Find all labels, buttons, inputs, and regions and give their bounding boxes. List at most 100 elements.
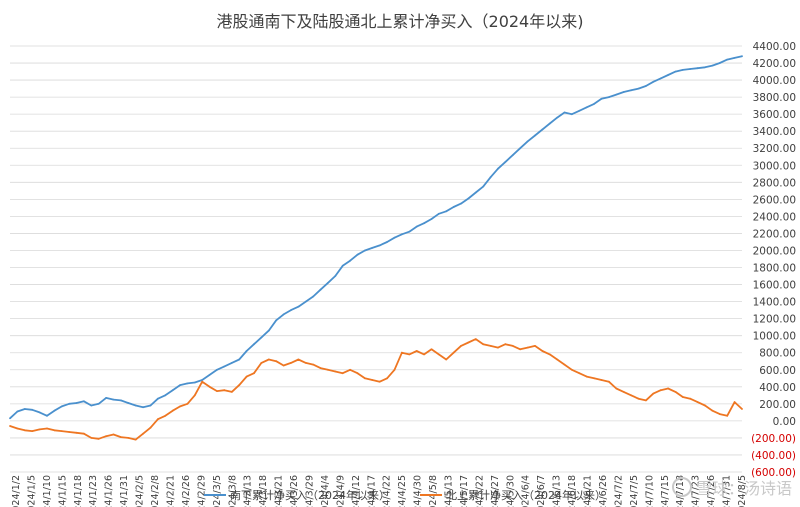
x-tick-label: 2024/7/2 (613, 475, 624, 507)
data-point-south (90, 404, 93, 407)
data-point-north (637, 397, 640, 400)
data-point-south (230, 362, 233, 364)
y-tick-label: (200.00) (751, 433, 796, 445)
data-point-south (53, 409, 56, 412)
data-point-north (452, 351, 455, 354)
data-point-south (401, 233, 403, 236)
data-point-south (659, 77, 662, 80)
x-tick-label: 2024/6/21 (583, 475, 594, 507)
y-tick-label: 2000.00 (753, 245, 796, 257)
data-point-south (504, 161, 507, 163)
x-tick-label: 2024/1/15 (57, 475, 68, 507)
data-point-south (282, 313, 285, 316)
data-point-south (334, 275, 337, 277)
data-point-south (548, 122, 551, 125)
data-point-south (704, 66, 706, 69)
data-point-south (267, 329, 270, 332)
data-point-north (282, 364, 285, 367)
data-point-north (689, 397, 692, 400)
data-point-north (356, 372, 359, 375)
data-point-south (38, 411, 41, 414)
data-point-north (408, 353, 411, 356)
data-point-north (467, 341, 470, 344)
data-point-south (482, 185, 485, 188)
data-point-south (142, 406, 145, 409)
data-point-south (105, 397, 107, 399)
chart-title: 港股通南下及陆股通北上累计净买入（2024年以来) (216, 12, 584, 31)
data-point-north (415, 350, 418, 352)
y-tick-label: 3600.00 (753, 109, 796, 121)
data-point-south (556, 116, 559, 119)
data-point-north (149, 426, 152, 429)
y-tick-label: 0.00 (773, 416, 796, 428)
data-point-north (364, 377, 366, 380)
x-tick-label: 2024/6/4 (521, 475, 532, 507)
data-point-south (356, 253, 359, 256)
y-tick-label: (400.00) (751, 450, 796, 462)
data-point-north (401, 351, 403, 354)
data-point-south (718, 62, 721, 64)
data-point-south (216, 368, 218, 371)
data-point-north (245, 375, 248, 378)
data-point-north (105, 435, 107, 438)
x-tick-label: 2024/1/2 (11, 475, 22, 507)
data-point-north (445, 358, 448, 361)
data-point-north (275, 360, 278, 363)
x-tick-label: 2024/3/5 (212, 475, 223, 507)
data-point-south (519, 147, 522, 150)
data-point-south (186, 382, 189, 385)
data-point-north (38, 428, 41, 431)
data-point-south (615, 93, 618, 96)
x-tick-label: 2024/3/26 (289, 475, 300, 507)
data-point-north (223, 389, 226, 392)
y-tick-label: 1400.00 (753, 297, 796, 309)
data-point-north (600, 379, 603, 381)
data-point-north (319, 367, 322, 369)
data-point-north (711, 409, 714, 412)
data-point-south (275, 319, 278, 322)
data-point-south (622, 91, 625, 93)
data-point-north (83, 432, 85, 435)
data-point-south (585, 106, 588, 109)
data-point-north (142, 432, 145, 435)
data-point-south (696, 67, 699, 70)
data-point-south (460, 202, 462, 205)
y-tick-label: 600.00 (759, 365, 796, 377)
data-point-south (386, 241, 388, 243)
data-point-south (327, 282, 329, 284)
data-point-north (460, 345, 462, 347)
data-point-south (304, 300, 307, 303)
data-point-south (60, 405, 63, 408)
data-point-north (297, 358, 300, 361)
x-tick-label: 2024/4/25 (397, 475, 408, 507)
data-point-north (23, 429, 26, 432)
data-point-north (622, 391, 625, 393)
x-tick-label: 2024/3/13 (243, 475, 254, 507)
y-tick-label: 1000.00 (753, 331, 796, 343)
data-point-south (371, 247, 374, 249)
data-point-north (482, 343, 485, 346)
data-point-south (526, 140, 529, 143)
data-point-north (16, 427, 19, 430)
data-point-north (571, 368, 573, 371)
data-point-north (341, 372, 344, 375)
data-point-south (193, 381, 196, 384)
data-point-south (341, 264, 344, 267)
legend-swatch-south (204, 494, 226, 496)
data-point-south (364, 249, 366, 252)
data-point-south (408, 230, 411, 233)
data-point-north (645, 399, 647, 402)
y-tick-label: 3800.00 (753, 92, 796, 104)
x-tick-label: 2024/6/26 (598, 475, 609, 507)
y-tick-label: (600.00) (751, 467, 796, 479)
x-tick-label: 2024/5/22 (474, 475, 485, 507)
data-point-south (157, 397, 159, 400)
data-point-north (179, 405, 182, 408)
data-point-south (68, 402, 71, 405)
x-tick-label: 2024/4/9 (335, 475, 346, 507)
data-point-north (349, 368, 351, 371)
data-point-south (711, 64, 714, 67)
x-tick-label: 2024/3/8 (227, 475, 238, 507)
data-point-south (9, 417, 11, 420)
y-tick-label: 3200.00 (753, 143, 796, 155)
